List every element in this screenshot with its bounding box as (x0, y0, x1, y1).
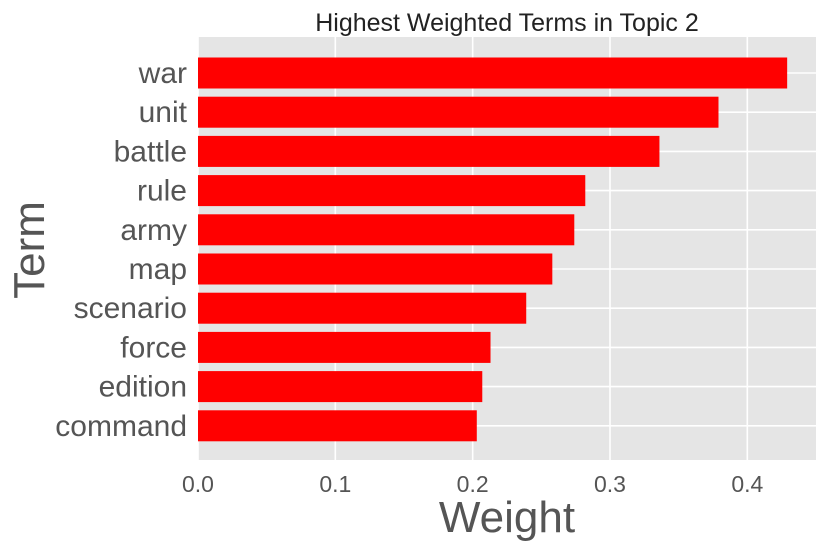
chart-title: Highest Weighted Terms in Topic 2 (315, 9, 699, 37)
category-label: edition (99, 371, 187, 404)
category-label: battle (114, 135, 187, 168)
category-label: war (138, 57, 187, 90)
bar-war (198, 57, 788, 89)
category-label: rule (137, 175, 187, 208)
category-label: scenario (74, 292, 187, 325)
bar-rule (198, 175, 586, 207)
category-label: unit (139, 96, 188, 129)
x-tick-label: 0.3 (594, 471, 626, 497)
x-tick-labels: 0.0 0.1 0.2 0.3 0.4 (182, 471, 764, 497)
bar-unit (198, 96, 719, 128)
y-axis-label: Term (5, 201, 54, 299)
x-tick-label: 0.2 (457, 471, 489, 497)
category-label: command (55, 410, 187, 443)
bar-map (198, 253, 553, 285)
category-labels: war unit battle rule army map scenario force edi… (55, 57, 187, 443)
category-label: army (120, 214, 187, 247)
category-label: map (129, 253, 187, 286)
x-axis-label: Weight (439, 493, 575, 542)
bar-edition (198, 371, 483, 403)
bar-battle (198, 135, 660, 167)
x-tick-label: 0.0 (182, 471, 214, 497)
category-label: force (120, 331, 187, 364)
bar-command (198, 410, 477, 442)
bar-force (198, 331, 491, 363)
x-tick-label: 0.1 (319, 471, 351, 497)
x-tick-label: 0.4 (731, 471, 763, 497)
bar-army (198, 214, 575, 246)
bars (198, 57, 788, 442)
bar-scenario (198, 292, 527, 324)
